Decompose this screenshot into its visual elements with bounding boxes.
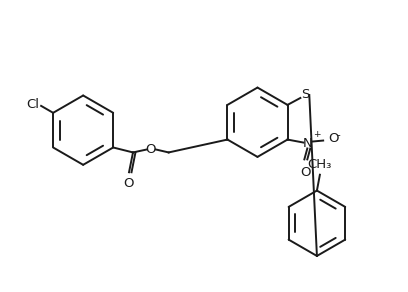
Text: O: O	[328, 132, 339, 145]
Text: N: N	[302, 137, 312, 150]
Text: O: O	[300, 166, 310, 179]
Text: O: O	[123, 177, 133, 190]
Text: S: S	[301, 88, 310, 102]
Text: -: -	[336, 130, 340, 140]
Text: +: +	[313, 130, 321, 139]
Text: O: O	[146, 143, 156, 156]
Text: Cl: Cl	[27, 98, 40, 111]
Text: CH₃: CH₃	[308, 158, 332, 171]
